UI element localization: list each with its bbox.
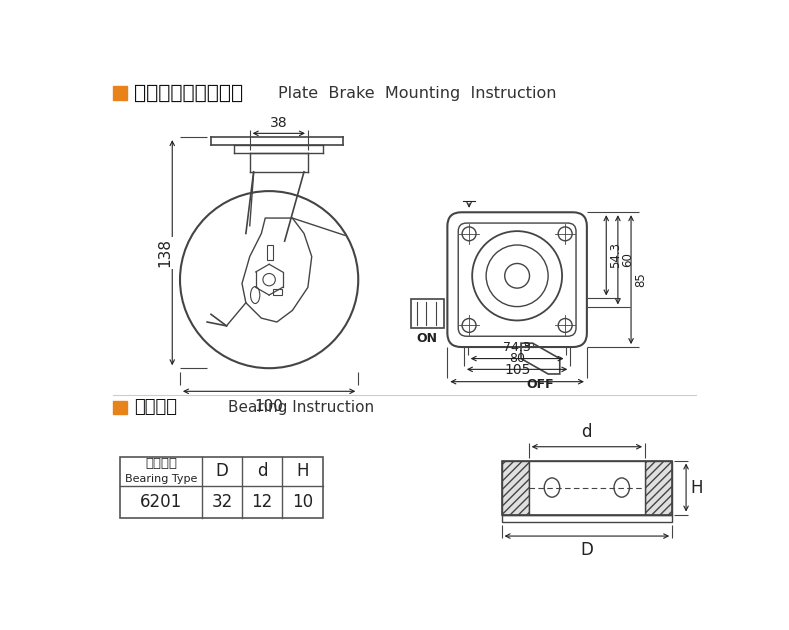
Bar: [113, 401, 126, 415]
Text: OFF: OFF: [526, 378, 554, 391]
Text: 12: 12: [252, 493, 273, 511]
Text: 10: 10: [292, 493, 313, 511]
Bar: [411, 299, 443, 328]
Text: 74.3: 74.3: [503, 341, 531, 354]
Text: Bearing Type: Bearing Type: [125, 474, 197, 484]
Bar: [502, 461, 529, 515]
Text: 32: 32: [211, 493, 233, 511]
Text: Bearing Instruction: Bearing Instruction: [228, 400, 374, 415]
Text: d: d: [257, 462, 267, 481]
Text: 6201: 6201: [140, 493, 182, 511]
Text: 105: 105: [504, 363, 530, 377]
Text: 平顶刹车安装尺寸图: 平顶刹车安装尺寸图: [134, 84, 243, 103]
Text: 100: 100: [255, 399, 283, 414]
Text: 轴承说明: 轴承说明: [134, 398, 178, 416]
Bar: [113, 86, 126, 100]
Text: 80: 80: [509, 352, 525, 365]
Text: 轴承型号: 轴承型号: [145, 457, 177, 470]
Bar: [502, 515, 672, 522]
Text: H: H: [296, 462, 308, 481]
Text: Plate  Brake  Mounting  Instruction: Plate Brake Mounting Instruction: [279, 86, 557, 101]
Text: D: D: [215, 462, 228, 481]
Text: d: d: [581, 423, 592, 440]
Bar: [121, 457, 323, 518]
Text: H: H: [690, 479, 702, 496]
Bar: [529, 461, 645, 515]
Bar: [267, 245, 273, 260]
Text: 54.3: 54.3: [609, 243, 623, 268]
Text: 138: 138: [157, 238, 172, 267]
Text: D: D: [581, 541, 593, 559]
Bar: [273, 289, 282, 295]
Bar: [502, 461, 672, 515]
Text: 60: 60: [621, 253, 634, 267]
Text: ON: ON: [417, 331, 438, 345]
Text: 85: 85: [634, 272, 647, 287]
Text: 38: 38: [270, 115, 288, 130]
Bar: [645, 461, 672, 515]
